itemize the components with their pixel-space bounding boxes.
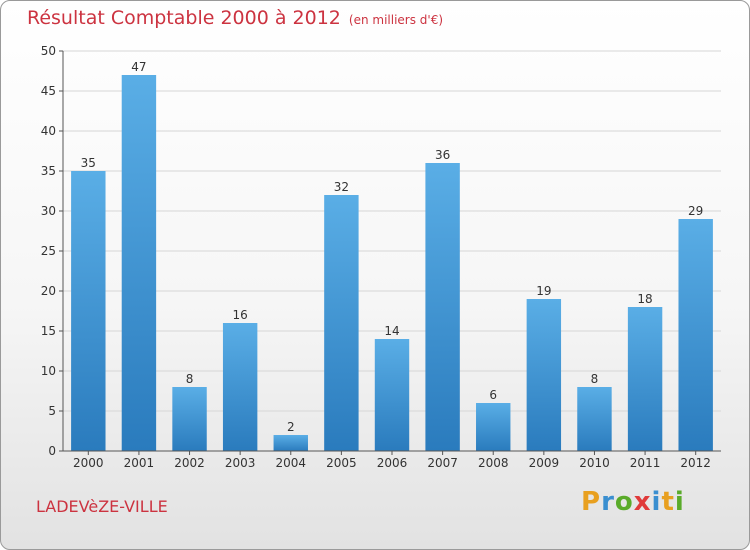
value-label: 47	[131, 60, 146, 74]
bar-2001	[121, 75, 157, 451]
axes	[59, 50, 721, 455]
y-tick-label: 25	[41, 244, 56, 258]
bar-2007	[425, 163, 460, 451]
brand-letter: P	[581, 487, 602, 517]
bar-2008	[476, 403, 511, 451]
value-label: 35	[81, 156, 96, 170]
x-tick-label: 2004	[275, 456, 306, 470]
value-label: 2	[287, 420, 295, 434]
y-tick-label: 40	[41, 124, 56, 138]
value-label: 32	[334, 180, 349, 194]
y-tick-label: 45	[41, 84, 56, 98]
proxiti-logo[interactable]: Proxiti	[581, 487, 685, 517]
y-tick-label: 50	[41, 44, 56, 58]
value-label: 19	[536, 284, 551, 298]
x-tick-label: 2005	[326, 456, 357, 470]
x-tick-label: 2006	[377, 456, 408, 470]
x-tick-label: 2010	[579, 456, 610, 470]
x-tick-label: 2007	[427, 456, 458, 470]
x-tick-label: 2000	[73, 456, 104, 470]
chart-title-text: Résultat Comptable 2000 à 2012	[27, 7, 341, 29]
brand-letter: r	[601, 487, 615, 517]
value-label: 36	[435, 148, 450, 162]
bar-2011	[627, 307, 663, 451]
chart-title: Résultat Comptable 2000 à 2012 (en millie…	[27, 7, 443, 29]
bar-2000	[71, 171, 106, 451]
bar-2003	[222, 323, 258, 451]
bar-2009	[526, 299, 562, 451]
x-tick-labels: 2000 2001 2002 2003 2004 2005 2006 2007 2008 2009…	[73, 456, 711, 470]
y-tick-label: 20	[41, 284, 56, 298]
brand-letter: i	[651, 487, 662, 517]
town-name: LADEVèZE-VILLE	[36, 497, 168, 516]
bar-2005	[324, 195, 359, 451]
value-label: 14	[384, 324, 399, 338]
y-tick-label: 0	[48, 444, 56, 458]
y-tick-label: 35	[41, 164, 56, 178]
value-label: 18	[637, 292, 652, 306]
value-label: 8	[591, 372, 599, 386]
bar-2004	[273, 435, 308, 451]
x-tick-label: 2009	[529, 456, 560, 470]
brand-letter: t	[661, 487, 675, 517]
value-label: 6	[489, 388, 497, 402]
x-tick-label: 2001	[124, 456, 155, 470]
brand-letter: i	[674, 487, 685, 517]
value-labels: 35 47 8 16 2 32 14 36 6 19 8 18 29	[81, 60, 704, 434]
bars	[71, 75, 713, 451]
y-tick-label: 15	[41, 324, 56, 338]
brand-letter: o	[614, 487, 634, 517]
x-tick-label: 2012	[680, 456, 711, 470]
bar-2006	[374, 339, 410, 451]
bar-2002	[172, 387, 207, 451]
y-tick-label: 10	[41, 364, 56, 378]
value-label: 29	[688, 204, 703, 218]
brand-letter: x	[633, 487, 652, 517]
bar-2012	[678, 219, 713, 451]
y-tick-label: 30	[41, 204, 56, 218]
value-label: 8	[186, 372, 194, 386]
y-tick-labels: 0 5 10 15 20 25 30 35 40 45 50	[41, 44, 56, 458]
x-tick-label: 2003	[225, 456, 256, 470]
chart-unit: (en milliers d'€)	[348, 13, 444, 27]
grid-lines	[63, 50, 721, 412]
value-label: 16	[233, 308, 248, 322]
x-tick-label: 2008	[478, 456, 509, 470]
x-tick-label: 2011	[630, 456, 661, 470]
y-tick-label: 5	[48, 404, 56, 418]
x-tick-label: 2002	[174, 456, 205, 470]
bar-2010	[577, 387, 612, 451]
